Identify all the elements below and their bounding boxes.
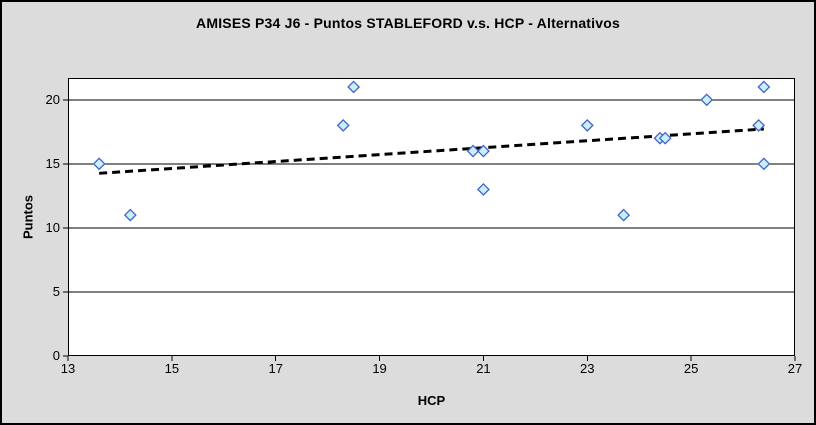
data-point-marker[interactable]	[757, 157, 771, 171]
y-tick-label: 0	[52, 348, 60, 363]
data-point-marker[interactable]	[752, 118, 766, 132]
data-point-marker[interactable]	[336, 118, 350, 132]
y-tick-label: 20	[45, 91, 60, 107]
data-point-marker[interactable]	[477, 183, 490, 196]
data-point-marker[interactable]	[617, 208, 631, 222]
data-point-marker[interactable]	[477, 144, 490, 158]
x-tick-label: 19	[372, 361, 387, 376]
plot-border	[68, 78, 795, 356]
data-point-marker[interactable]	[580, 118, 594, 132]
trendline[interactable]	[99, 127, 764, 175]
x-tick-label: 17	[268, 361, 283, 376]
data-point-marker[interactable]	[92, 157, 106, 171]
y-tick-label: 10	[45, 219, 60, 235]
data-point-marker[interactable]	[700, 93, 714, 107]
y-tick-label: 15	[45, 155, 60, 171]
x-axis-title: HCP	[417, 393, 446, 408]
data-point-marker[interactable]	[757, 80, 771, 94]
x-tick-label: 27	[787, 361, 803, 376]
data-point-marker[interactable]	[658, 131, 672, 145]
data-point-marker[interactable]	[347, 80, 361, 94]
x-tick-label: 25	[683, 361, 699, 376]
y-tick-label: 5	[52, 283, 60, 299]
x-tick-label: 23	[580, 361, 595, 376]
data-point-marker[interactable]	[466, 144, 480, 158]
plot-area	[63, 78, 796, 361]
chart-title: AMISES P34 J6 - Puntos STABLEFORD v.s. H…	[196, 15, 620, 31]
data-point-marker[interactable]	[123, 208, 137, 222]
plot-background	[68, 78, 795, 356]
x-tick-label: 13	[60, 361, 76, 376]
x-tick-label: 15	[164, 361, 180, 376]
x-tick-label: 21	[476, 361, 491, 376]
